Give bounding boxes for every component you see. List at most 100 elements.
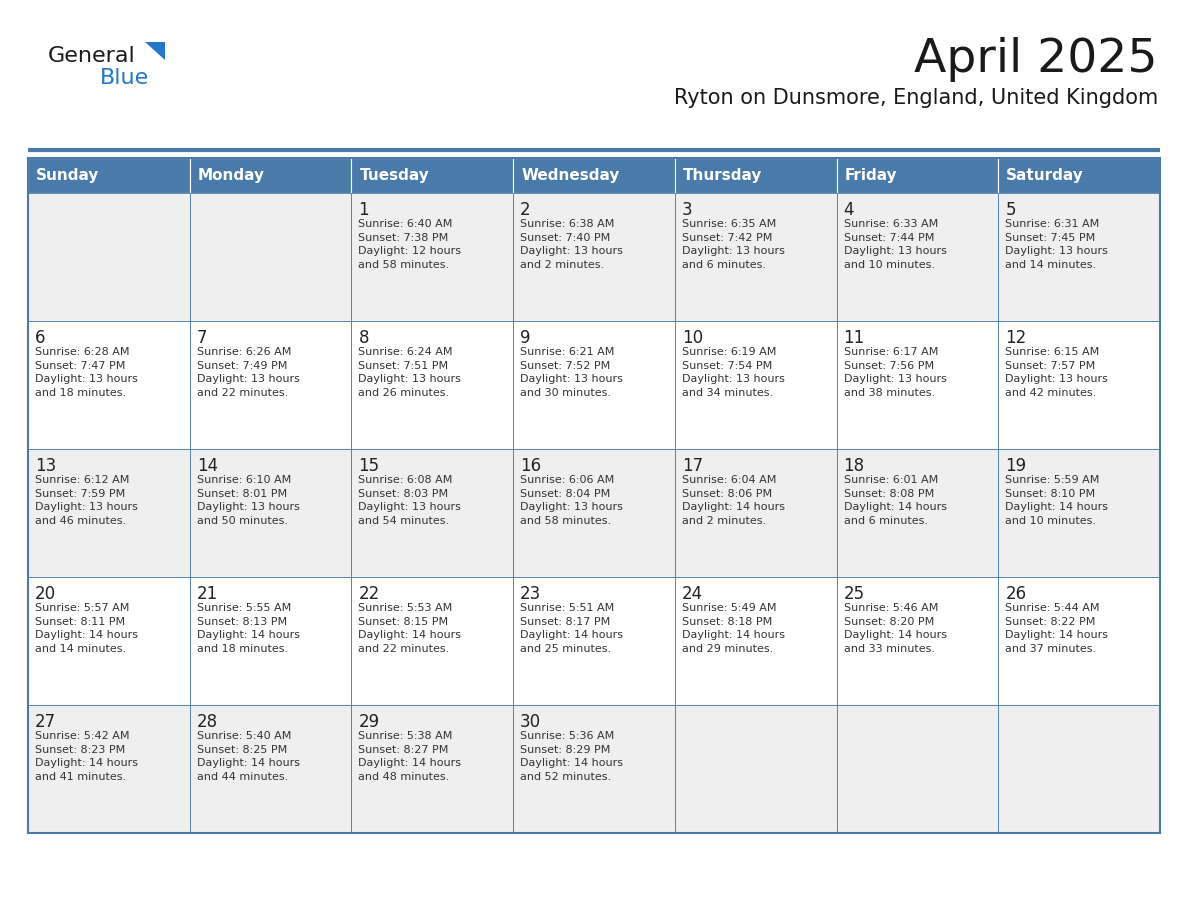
Bar [513,577,675,705]
Text: 16: 16 [520,457,542,475]
Bar [29,705,190,833]
Text: Sunrise: 6:12 AM
Sunset: 7:59 PM
Daylight: 13 hours
and 46 minutes.: Sunrise: 6:12 AM Sunset: 7:59 PM Dayligh… [34,475,138,526]
Bar [190,321,352,449]
Text: Ryton on Dunsmore, England, United Kingdom: Ryton on Dunsmore, England, United Kingd… [674,88,1158,108]
Text: 21: 21 [197,585,217,603]
Bar [836,321,998,449]
Text: 5: 5 [1005,201,1016,219]
Text: 1: 1 [359,201,369,219]
Text: Saturday: Saturday [1006,168,1085,183]
Text: Monday: Monday [197,168,265,183]
Text: Sunrise: 5:57 AM
Sunset: 8:11 PM
Daylight: 14 hours
and 14 minutes.: Sunrise: 5:57 AM Sunset: 8:11 PM Dayligh… [34,603,138,654]
Text: Sunrise: 5:49 AM
Sunset: 8:18 PM
Daylight: 14 hours
and 29 minutes.: Sunrise: 5:49 AM Sunset: 8:18 PM Dayligh… [682,603,785,654]
Bar [675,449,836,577]
Bar [190,158,352,193]
Bar [998,449,1159,577]
Text: Friday: Friday [845,168,897,183]
Bar [352,321,513,449]
Bar [836,577,998,705]
Text: Sunrise: 6:15 AM
Sunset: 7:57 PM
Daylight: 13 hours
and 42 minutes.: Sunrise: 6:15 AM Sunset: 7:57 PM Dayligh… [1005,347,1108,397]
Text: Sunrise: 5:36 AM
Sunset: 8:29 PM
Daylight: 14 hours
and 52 minutes.: Sunrise: 5:36 AM Sunset: 8:29 PM Dayligh… [520,731,624,782]
Text: 14: 14 [197,457,217,475]
Text: Sunrise: 5:46 AM
Sunset: 8:20 PM
Daylight: 14 hours
and 33 minutes.: Sunrise: 5:46 AM Sunset: 8:20 PM Dayligh… [843,603,947,654]
Text: 28: 28 [197,713,217,731]
Bar [29,449,190,577]
Text: 11: 11 [843,329,865,347]
Text: Sunrise: 6:28 AM
Sunset: 7:47 PM
Daylight: 13 hours
and 18 minutes.: Sunrise: 6:28 AM Sunset: 7:47 PM Dayligh… [34,347,138,397]
Bar [675,321,836,449]
Text: Sunrise: 5:59 AM
Sunset: 8:10 PM
Daylight: 14 hours
and 10 minutes.: Sunrise: 5:59 AM Sunset: 8:10 PM Dayligh… [1005,475,1108,526]
Bar [675,705,836,833]
Bar [513,449,675,577]
Text: Sunrise: 6:06 AM
Sunset: 8:04 PM
Daylight: 13 hours
and 58 minutes.: Sunrise: 6:06 AM Sunset: 8:04 PM Dayligh… [520,475,623,526]
Text: 10: 10 [682,329,703,347]
Bar [513,193,675,321]
Bar [352,705,513,833]
Text: 13: 13 [34,457,56,475]
Bar [836,193,998,321]
Bar [513,158,675,193]
Text: Sunrise: 6:38 AM
Sunset: 7:40 PM
Daylight: 13 hours
and 2 minutes.: Sunrise: 6:38 AM Sunset: 7:40 PM Dayligh… [520,219,623,270]
Text: 30: 30 [520,713,542,731]
Bar [29,193,190,321]
Text: Sunrise: 5:38 AM
Sunset: 8:27 PM
Daylight: 14 hours
and 48 minutes.: Sunrise: 5:38 AM Sunset: 8:27 PM Dayligh… [359,731,461,782]
Bar [998,577,1159,705]
Bar [998,321,1159,449]
Text: 17: 17 [682,457,703,475]
Text: Wednesday: Wednesday [522,168,620,183]
Text: Sunrise: 6:40 AM
Sunset: 7:38 PM
Daylight: 12 hours
and 58 minutes.: Sunrise: 6:40 AM Sunset: 7:38 PM Dayligh… [359,219,461,270]
Text: Sunrise: 6:17 AM
Sunset: 7:56 PM
Daylight: 13 hours
and 38 minutes.: Sunrise: 6:17 AM Sunset: 7:56 PM Dayligh… [843,347,947,397]
Text: 18: 18 [843,457,865,475]
Bar [998,705,1159,833]
Text: Sunrise: 6:10 AM
Sunset: 8:01 PM
Daylight: 13 hours
and 50 minutes.: Sunrise: 6:10 AM Sunset: 8:01 PM Dayligh… [197,475,299,526]
Text: 23: 23 [520,585,542,603]
Bar [836,449,998,577]
Text: 12: 12 [1005,329,1026,347]
Bar [190,705,352,833]
Text: 29: 29 [359,713,379,731]
Text: Sunrise: 6:33 AM
Sunset: 7:44 PM
Daylight: 13 hours
and 10 minutes.: Sunrise: 6:33 AM Sunset: 7:44 PM Dayligh… [843,219,947,270]
Text: 27: 27 [34,713,56,731]
Text: 22: 22 [359,585,380,603]
Text: Sunrise: 5:44 AM
Sunset: 8:22 PM
Daylight: 14 hours
and 37 minutes.: Sunrise: 5:44 AM Sunset: 8:22 PM Dayligh… [1005,603,1108,654]
Text: Sunday: Sunday [36,168,100,183]
Text: 15: 15 [359,457,379,475]
Bar [675,577,836,705]
Text: Sunrise: 5:40 AM
Sunset: 8:25 PM
Daylight: 14 hours
and 44 minutes.: Sunrise: 5:40 AM Sunset: 8:25 PM Dayligh… [197,731,299,782]
Bar [998,193,1159,321]
Bar [190,449,352,577]
Text: 6: 6 [34,329,45,347]
Bar [29,158,190,193]
Text: Thursday: Thursday [683,168,763,183]
Text: Sunrise: 6:08 AM
Sunset: 8:03 PM
Daylight: 13 hours
and 54 minutes.: Sunrise: 6:08 AM Sunset: 8:03 PM Dayligh… [359,475,461,526]
Polygon shape [145,42,165,60]
Text: Sunrise: 6:21 AM
Sunset: 7:52 PM
Daylight: 13 hours
and 30 minutes.: Sunrise: 6:21 AM Sunset: 7:52 PM Dayligh… [520,347,623,397]
Text: Sunrise: 6:31 AM
Sunset: 7:45 PM
Daylight: 13 hours
and 14 minutes.: Sunrise: 6:31 AM Sunset: 7:45 PM Dayligh… [1005,219,1108,270]
Text: Sunrise: 5:55 AM
Sunset: 8:13 PM
Daylight: 14 hours
and 18 minutes.: Sunrise: 5:55 AM Sunset: 8:13 PM Dayligh… [197,603,299,654]
Text: Sunrise: 5:53 AM
Sunset: 8:15 PM
Daylight: 14 hours
and 22 minutes.: Sunrise: 5:53 AM Sunset: 8:15 PM Dayligh… [359,603,461,654]
Text: 3: 3 [682,201,693,219]
Bar [29,577,190,705]
Bar [352,193,513,321]
Text: April 2025: April 2025 [915,38,1158,83]
Bar [836,158,998,193]
Bar [513,321,675,449]
Text: Sunrise: 5:51 AM
Sunset: 8:17 PM
Daylight: 14 hours
and 25 minutes.: Sunrise: 5:51 AM Sunset: 8:17 PM Dayligh… [520,603,624,654]
Text: General: General [48,46,135,66]
Text: Sunrise: 6:26 AM
Sunset: 7:49 PM
Daylight: 13 hours
and 22 minutes.: Sunrise: 6:26 AM Sunset: 7:49 PM Dayligh… [197,347,299,397]
Bar [513,705,675,833]
Text: 7: 7 [197,329,207,347]
Bar [352,449,513,577]
Bar [352,577,513,705]
Text: Sunrise: 6:04 AM
Sunset: 8:06 PM
Daylight: 14 hours
and 2 minutes.: Sunrise: 6:04 AM Sunset: 8:06 PM Dayligh… [682,475,785,526]
Text: 20: 20 [34,585,56,603]
Text: 25: 25 [843,585,865,603]
Bar [836,705,998,833]
Text: 9: 9 [520,329,531,347]
Text: 26: 26 [1005,585,1026,603]
Text: 2: 2 [520,201,531,219]
Text: 19: 19 [1005,457,1026,475]
Text: Tuesday: Tuesday [360,168,429,183]
Text: Sunrise: 6:19 AM
Sunset: 7:54 PM
Daylight: 13 hours
and 34 minutes.: Sunrise: 6:19 AM Sunset: 7:54 PM Dayligh… [682,347,785,397]
Text: 8: 8 [359,329,369,347]
